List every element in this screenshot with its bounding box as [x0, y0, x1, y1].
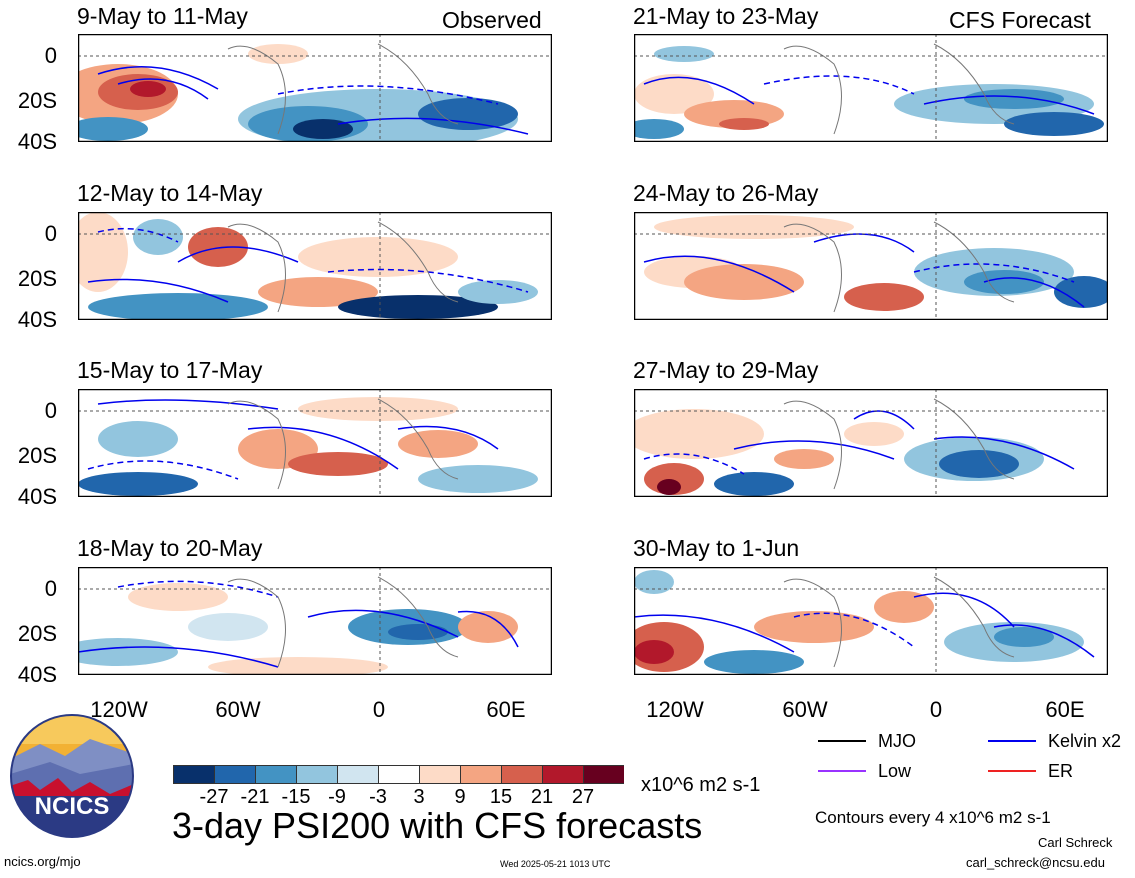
lat-label: 40S — [17, 129, 57, 154]
lon-label: 60E — [1045, 697, 1085, 722]
map-panel — [78, 567, 552, 675]
author-name: Carl Schreck — [1038, 835, 1113, 850]
colorbar-tick-label: 15 — [489, 786, 513, 808]
colorbar-tick-label: -9 — [328, 786, 346, 808]
map-panel — [78, 34, 552, 142]
map-panel-svg — [634, 389, 1108, 497]
legend-line-swatch — [818, 740, 866, 742]
panel-title: 15-May to 17-May — [77, 357, 263, 383]
lat-label: 0 — [44, 576, 57, 601]
map-panel-svg — [634, 34, 1108, 142]
legend-line-swatch — [988, 770, 1036, 772]
map-panel — [634, 389, 1108, 497]
colorbar-swatch — [419, 765, 460, 784]
panel-title: 18-May to 20-May — [77, 535, 263, 561]
colorbar-swatch — [460, 765, 501, 784]
legend-line-swatch — [818, 770, 866, 772]
lat-label: 40S — [17, 662, 57, 687]
timestamp: Wed 2025-05-21 1013 UTC — [500, 859, 611, 869]
lat-label: 20S — [17, 621, 57, 646]
map-panel — [78, 212, 552, 320]
colorbar-tick-label: 9 — [454, 786, 466, 808]
contour-note: Contours every 4 x10^6 m2 s-1 — [815, 808, 1051, 827]
lat-label: 0 — [44, 43, 57, 68]
map-panel-svg — [78, 567, 552, 675]
colorbar-tick-label: -27 — [199, 786, 229, 808]
lat-label: 20S — [17, 443, 57, 468]
panel-title: 30-May to 1-Jun — [633, 535, 800, 561]
colorbar-tick-label: 27 — [571, 786, 595, 808]
panel-tag: Observed — [442, 7, 542, 33]
lon-label: 120W — [90, 697, 148, 722]
colorbar-tick-label: 3 — [413, 786, 425, 808]
colorbar-tick-label: -3 — [369, 786, 387, 808]
colorbar-swatch — [583, 765, 624, 784]
lat-label: 40S — [17, 307, 57, 332]
legend-label: Low — [878, 761, 912, 781]
legend-label: ER — [1048, 761, 1074, 781]
panel-title: 9-May to 11-May — [77, 3, 248, 29]
map-panel-svg — [634, 567, 1108, 675]
panel-title: 24-May to 26-May — [633, 180, 819, 206]
colorbar-swatch — [296, 765, 337, 784]
colorbar-tick-label: 21 — [530, 786, 554, 808]
site-url: ncics.org/mjo — [4, 854, 81, 869]
map-panel — [634, 212, 1108, 320]
map-panel — [634, 567, 1108, 675]
lat-label: 20S — [17, 266, 57, 291]
lon-label: 120W — [646, 697, 704, 722]
lon-label: 0 — [929, 697, 943, 722]
map-panel-svg — [78, 389, 552, 497]
colorbar-units: x10^6 m2 s-1 — [641, 774, 761, 796]
panel-title: 27-May to 29-May — [633, 357, 819, 383]
colorbar-swatch — [337, 765, 378, 784]
map-panel-svg — [78, 212, 552, 320]
colorbar-swatch — [542, 765, 583, 784]
colorbar-swatch — [501, 765, 542, 784]
colorbar-tick-label: -21 — [240, 786, 270, 808]
legend-label: MJO — [878, 731, 916, 751]
map-panel-svg — [78, 34, 552, 142]
lat-label: 0 — [44, 398, 57, 423]
panel-tag: CFS Forecast — [949, 7, 1091, 33]
panel-title: 12-May to 14-May — [77, 180, 263, 206]
main-title: 3-day PSI200 with CFS forecasts — [172, 805, 703, 846]
ncics-logo: NCICS — [10, 714, 134, 838]
lat-label: 40S — [17, 484, 57, 509]
colorbar-swatch — [214, 765, 255, 784]
map-panel-svg — [634, 212, 1108, 320]
legend-label: Kelvin x2 — [1048, 731, 1122, 751]
lon-label: 60W — [215, 697, 261, 722]
lon-label: 60E — [486, 697, 526, 722]
colorbar-swatch — [255, 765, 296, 784]
lat-label: 20S — [17, 88, 57, 113]
author-email: carl_schreck@ncsu.edu — [966, 855, 1105, 870]
lat-label: 0 — [44, 221, 57, 246]
colorbar-swatch — [378, 765, 419, 784]
legend-line-swatch — [988, 740, 1036, 742]
colorbar-tick-label: -15 — [281, 786, 311, 808]
colorbar — [173, 765, 624, 786]
lon-label: 60W — [782, 697, 828, 722]
map-panel — [78, 389, 552, 497]
colorbar-swatch — [173, 765, 214, 784]
panel-title: 21-May to 23-May — [633, 3, 819, 29]
lon-label: 0 — [372, 697, 386, 722]
logo-text: NCICS — [34, 793, 110, 820]
ncics-logo-icon — [10, 714, 134, 838]
map-panel — [634, 34, 1108, 142]
